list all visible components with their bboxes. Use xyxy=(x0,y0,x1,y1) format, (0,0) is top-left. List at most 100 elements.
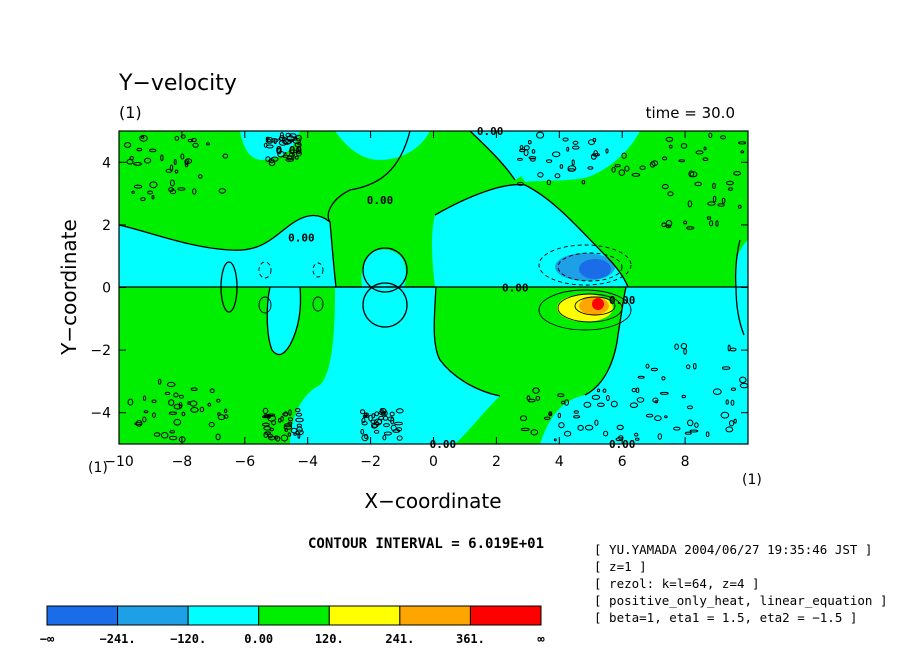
noise-mark xyxy=(712,388,722,396)
noise-mark xyxy=(267,414,277,422)
colorbar-swatch xyxy=(46,605,119,626)
noise-mark xyxy=(738,141,747,145)
noise-mark xyxy=(558,422,565,429)
noise-mark xyxy=(288,409,292,416)
noise-mark xyxy=(169,189,177,195)
noise-mark xyxy=(383,423,390,428)
colorbar-swatch xyxy=(258,605,330,626)
noise-mark xyxy=(686,405,694,410)
negative-contours xyxy=(258,244,632,286)
noise-mark xyxy=(374,411,380,417)
noise-mark xyxy=(636,397,645,403)
noise-mark xyxy=(133,184,143,189)
noise-mark xyxy=(567,168,576,172)
noise-mark xyxy=(288,417,293,422)
noise-mark xyxy=(169,430,175,434)
info-block: [ YU.YAMADA 2004/06/27 19:35:46 JST ] [ z… xyxy=(594,542,888,625)
noise-mark xyxy=(295,412,303,417)
y-tick-label: −2 xyxy=(90,343,111,359)
noise-mark xyxy=(296,150,302,157)
noise-mark xyxy=(165,168,173,173)
noise-mark xyxy=(174,169,179,174)
noise-mark xyxy=(151,195,155,200)
noise-mark xyxy=(297,432,301,439)
noise-mark xyxy=(374,422,380,425)
region-negative-top-right xyxy=(490,131,640,182)
noise-mark xyxy=(528,156,537,160)
axis-ticks: −10 −8 −6 −4 −2 0 2 4 6 8 −4 −2 0 2 4 xyxy=(90,131,748,470)
noise-mark xyxy=(715,220,719,227)
noise-mark xyxy=(717,203,725,207)
noise-mark xyxy=(584,424,594,431)
x-tick-label: −8 xyxy=(172,454,193,470)
noise-mark xyxy=(278,418,282,423)
noise-mark xyxy=(215,433,221,441)
noise-mark xyxy=(383,431,392,436)
noise-mark xyxy=(729,420,735,427)
noise-mark xyxy=(725,399,729,405)
panel-label: (1) xyxy=(119,103,142,122)
noise-mark xyxy=(294,408,301,413)
contour-label: 0.00 xyxy=(288,231,315,244)
noise-mark xyxy=(360,428,365,435)
noise-mark xyxy=(728,187,733,191)
noise-mark xyxy=(614,164,621,168)
noise-mark xyxy=(199,406,205,413)
noise-mark xyxy=(545,159,553,164)
colorbar-swatch xyxy=(328,605,401,626)
noise-mark xyxy=(686,364,691,370)
noise-mark xyxy=(363,412,369,417)
noise-mark xyxy=(712,195,717,203)
colorbar-swatch xyxy=(187,605,260,626)
noise-mark xyxy=(708,132,713,139)
noise-mark xyxy=(680,143,688,149)
noise-mark xyxy=(264,431,272,435)
noise-mark xyxy=(683,220,688,225)
noise-mark xyxy=(572,140,579,145)
noise-mark xyxy=(577,424,584,431)
noise-mark xyxy=(180,153,185,160)
contour-labels: 0.00 0.00 0.00 0.00 0.00 0.00 0.00 0.00 xyxy=(276,125,636,451)
noise-mark xyxy=(523,145,530,151)
colorbar-label: 120. xyxy=(315,632,344,646)
noise-mark xyxy=(168,399,175,406)
noise-mark xyxy=(583,401,592,408)
noise-mark xyxy=(291,154,295,160)
noise-mark xyxy=(581,180,586,185)
colorbar-label: −120. xyxy=(170,632,206,646)
region-negative-lower-right xyxy=(540,287,748,444)
contour-field xyxy=(119,131,748,444)
contour-lines xyxy=(119,131,748,397)
noise-mark xyxy=(153,432,161,437)
contour-label: 0.00 xyxy=(477,125,504,138)
noise-mark xyxy=(535,395,541,401)
noise-mark xyxy=(592,153,600,157)
noise-mark xyxy=(721,197,726,204)
noise-mark xyxy=(262,407,269,414)
noise-mark xyxy=(680,343,688,350)
noise-mark xyxy=(654,415,662,422)
noise-mark xyxy=(158,378,162,385)
noise-mark xyxy=(594,419,599,426)
noise-mark xyxy=(629,402,639,409)
region-strong-negative-core xyxy=(579,259,611,279)
noise-mark xyxy=(546,179,552,186)
noise-mark xyxy=(635,387,640,394)
noise-mark xyxy=(164,391,171,395)
colorbar-label: 241. xyxy=(385,632,414,646)
noise-mark xyxy=(287,432,292,437)
noise-mark xyxy=(275,435,281,442)
noise-mark xyxy=(687,200,693,208)
noise-mark xyxy=(190,407,199,413)
colorbar-swatch xyxy=(399,605,471,626)
noise-mark xyxy=(572,145,580,150)
noise-mark xyxy=(674,343,679,350)
noise-mark xyxy=(177,187,186,191)
noise-mark xyxy=(277,150,285,158)
noise-mark xyxy=(361,434,369,442)
region-negative-lower-left xyxy=(267,287,301,355)
noise-mark xyxy=(591,394,601,400)
noise-mark xyxy=(571,159,575,166)
noise-mark xyxy=(705,431,710,438)
noise-mark xyxy=(536,131,545,139)
